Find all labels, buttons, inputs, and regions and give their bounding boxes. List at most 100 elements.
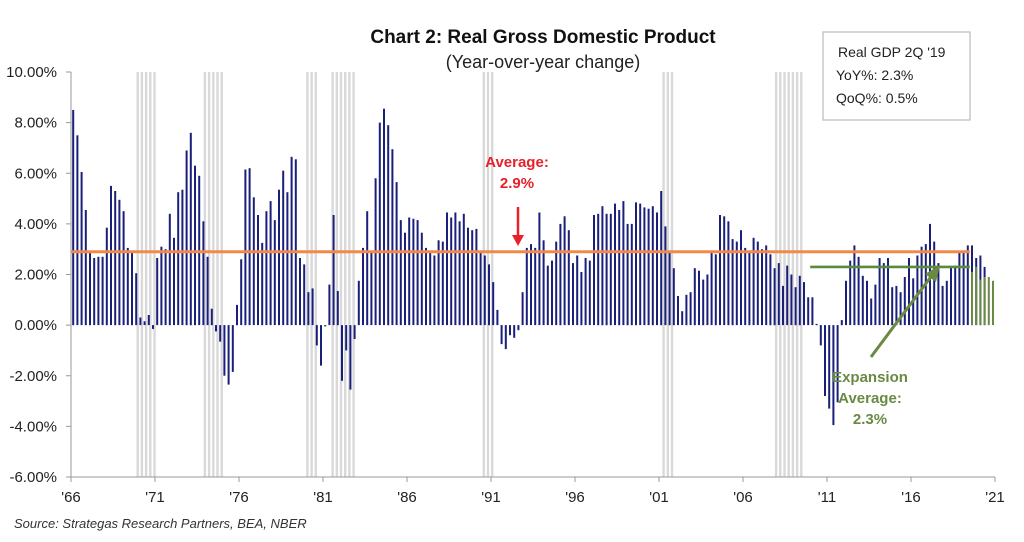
gdp-bar bbox=[416, 220, 419, 326]
gdp-bar bbox=[332, 215, 335, 326]
gdp-bar bbox=[479, 250, 482, 326]
y-tick-label: -6.00% bbox=[9, 469, 57, 486]
x-tick-label: '21 bbox=[985, 489, 1005, 506]
gdp-bar bbox=[735, 241, 738, 326]
gdp-bar bbox=[324, 325, 327, 327]
forecast-bar bbox=[983, 277, 986, 326]
x-tick-label: '06 bbox=[733, 489, 753, 506]
gdp-bar bbox=[412, 218, 415, 326]
recession-band-5 bbox=[670, 72, 674, 477]
gdp-bar bbox=[786, 265, 789, 326]
gdp-bar bbox=[286, 192, 289, 326]
gdp-bar bbox=[290, 156, 293, 326]
gdp-bar bbox=[626, 223, 629, 326]
forecast-bar bbox=[987, 277, 990, 326]
gdp-bar bbox=[803, 282, 805, 326]
forecast-bar bbox=[992, 280, 994, 326]
x-tick-label: '91 bbox=[481, 489, 501, 506]
gdp-bar bbox=[429, 253, 432, 326]
gdp-bar bbox=[702, 279, 705, 326]
gdp-bar bbox=[299, 258, 301, 326]
gdp-bar bbox=[471, 230, 474, 326]
recession-band-3 bbox=[352, 72, 355, 477]
gdp-bar bbox=[714, 254, 717, 326]
gdp-bar bbox=[420, 232, 423, 326]
gdp-bar bbox=[681, 311, 684, 326]
gdp-bar bbox=[504, 325, 507, 350]
gdp-bar bbox=[937, 263, 940, 326]
recession-band-1 bbox=[203, 72, 207, 477]
gdp-bar bbox=[72, 110, 75, 326]
x-tick-label: '01 bbox=[649, 489, 669, 506]
gdp-bar bbox=[647, 208, 650, 326]
gdp-bar bbox=[740, 230, 742, 326]
reference-lines bbox=[71, 250, 970, 269]
expansion-annotation-text: Average: bbox=[838, 390, 902, 407]
gdp-bar bbox=[399, 220, 402, 326]
recession-band-1 bbox=[220, 72, 223, 477]
gdp-bar bbox=[387, 125, 390, 326]
y-tick-label: -2.00% bbox=[9, 368, 57, 385]
gdp-bar bbox=[845, 280, 847, 326]
gdp-bar bbox=[861, 275, 864, 326]
axes: 10.00% 8.00% 6.00% 4.00% 2.00% 0.00% -2.00% -4.… bbox=[6, 64, 1005, 506]
gdp-bar bbox=[118, 199, 121, 326]
gdp-bar bbox=[370, 251, 373, 326]
gdp-bar bbox=[185, 150, 188, 326]
gdp-bar bbox=[349, 325, 352, 390]
gdp-bar bbox=[878, 258, 881, 326]
gdp-bar bbox=[84, 210, 87, 326]
gdp-bar bbox=[378, 122, 381, 326]
gdp-bar bbox=[660, 191, 663, 326]
gdp-bar bbox=[866, 280, 868, 326]
gdp-bar bbox=[542, 240, 545, 326]
gdp-bar bbox=[240, 259, 243, 326]
x-tick-label: '76 bbox=[229, 489, 249, 506]
gdp-bar bbox=[840, 320, 843, 326]
gdp-bar bbox=[538, 212, 541, 326]
gdp-bar bbox=[723, 216, 726, 326]
average-arrow-head-icon bbox=[512, 235, 524, 246]
gdp-bar bbox=[605, 213, 608, 326]
expansion-annotation-text: 2.3% bbox=[853, 411, 887, 428]
recession-band-1 bbox=[207, 72, 211, 477]
info-box: Real GDP 2Q '19 YoY%: 2.3% QoQ%: 0.5% bbox=[822, 31, 971, 121]
recession-band-3 bbox=[348, 72, 351, 477]
gdp-bar bbox=[950, 266, 952, 326]
x-tick-label: '66 bbox=[61, 489, 81, 506]
gdp-bar bbox=[546, 265, 549, 326]
gdp-bar bbox=[315, 325, 318, 346]
gdp-bar bbox=[311, 288, 314, 326]
x-tick-label: '81 bbox=[313, 489, 333, 506]
gdp-bar bbox=[962, 253, 965, 326]
gdp-bar bbox=[265, 211, 268, 326]
gdp-bar bbox=[710, 253, 713, 326]
gdp-bar bbox=[261, 242, 264, 326]
gdp-bar bbox=[752, 237, 755, 326]
gdp-bar bbox=[257, 215, 259, 326]
gdp-bar bbox=[920, 246, 923, 326]
recession-band-1 bbox=[216, 72, 219, 477]
x-tick-label: '71 bbox=[145, 489, 165, 506]
chart-title: Chart 2: Real Gross Domestic Product bbox=[370, 27, 716, 48]
gdp-bar bbox=[685, 294, 688, 326]
average-annotation-text: 2.9% bbox=[500, 175, 534, 192]
y-tick-label: 0.00% bbox=[14, 317, 57, 334]
gdp-bar bbox=[672, 268, 675, 326]
recession-band-5 bbox=[662, 72, 665, 477]
gdp-bar bbox=[483, 255, 486, 326]
gdp-bar bbox=[807, 297, 810, 326]
gdp-bar bbox=[954, 265, 957, 326]
gdp-bar bbox=[294, 159, 297, 326]
gdp-bar bbox=[689, 292, 692, 326]
chart-subtitle: (Year-over-year change) bbox=[446, 52, 640, 72]
gdp-bar bbox=[404, 232, 406, 326]
gdp-bar bbox=[353, 325, 356, 339]
gdp-bar bbox=[731, 239, 734, 326]
info-box-line-1: Real GDP 2Q '19 bbox=[838, 44, 946, 60]
gdp-bar bbox=[252, 197, 255, 326]
gdp-bar bbox=[425, 247, 427, 326]
recession-band-2 bbox=[314, 72, 317, 477]
gdp-bar bbox=[849, 260, 852, 326]
